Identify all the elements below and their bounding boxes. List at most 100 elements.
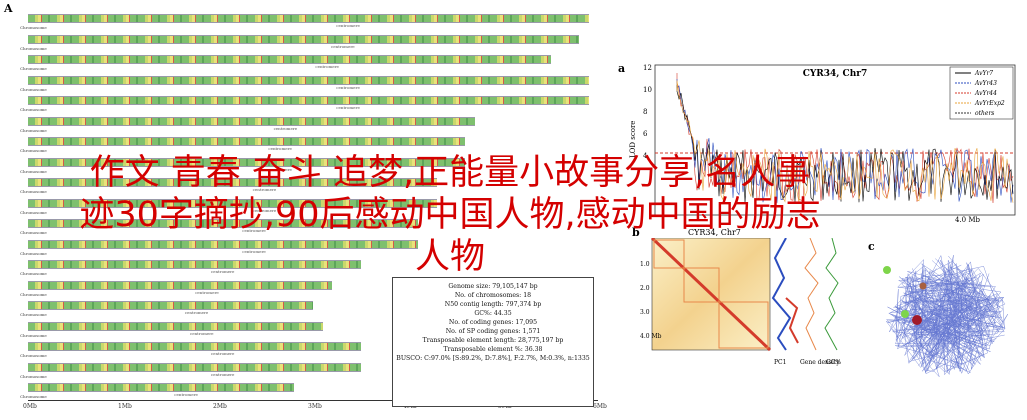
- chromosome-bar: [28, 137, 465, 146]
- marker-green-2: [901, 310, 909, 318]
- stats-row: N50 contig length: 797,374 bp: [444, 301, 542, 308]
- chromosome-label: Chromosome: [20, 394, 47, 399]
- lod-series-line: [676, 85, 1014, 203]
- chromosome-bar: [28, 301, 313, 310]
- chromatin-strand: [889, 270, 987, 360]
- chromosome-label: Chromosome: [20, 250, 47, 256]
- chromosome-bar: [28, 280, 332, 290]
- chromosome-bar: [28, 219, 418, 228]
- marker-green-1: [883, 266, 891, 274]
- centromere-label: centromere: [242, 228, 266, 233]
- legend-label: AvYr44: [974, 90, 997, 97]
- chromosome-label: Chromosome: [20, 332, 47, 338]
- chromosome-bar: [28, 260, 361, 269]
- lod-y-tick: 10: [643, 86, 652, 94]
- chromosome-label: Chromosome: [20, 148, 47, 153]
- chromosome-label: Chromosome: [20, 189, 47, 194]
- chromosome-bar: [28, 34, 579, 44]
- chromosome-bar: [28, 198, 437, 208]
- chromosome-label: Chromosome: [20, 86, 47, 92]
- stats-row: Transposable element length: 28,775,197 …: [422, 337, 564, 344]
- chromatin-strand: [896, 261, 983, 374]
- chromosome-bar: [28, 239, 418, 249]
- legend-label: AvYrExp2: [974, 100, 1005, 107]
- chromosome-bar: [28, 75, 589, 85]
- chromatin-strand: [899, 259, 980, 372]
- centromere-label: centromere: [242, 248, 266, 254]
- centromere-label: centromere: [210, 269, 235, 274]
- centromere-label: centromere: [210, 351, 235, 356]
- chromosome-label: Chromosome: [20, 312, 47, 317]
- chromatin-strand: [887, 268, 976, 365]
- chromosome-label: Chromosome: [20, 373, 47, 379]
- stats-row: No. of chromosomes: 18: [454, 292, 532, 299]
- chromatin-strand: [896, 276, 973, 373]
- hic-y-tick: 3.0: [640, 309, 650, 316]
- centromere-label: centromere: [336, 23, 360, 28]
- chromatin-strand: [895, 267, 974, 373]
- centromere-label: centromere: [273, 125, 298, 131]
- stats-row: No. of coding genes: 17,095: [448, 319, 538, 326]
- centromere-label: centromere: [210, 371, 235, 377]
- chromosome-label: Chromosome: [20, 127, 47, 133]
- chromosome-label: Chromosome: [20, 209, 47, 215]
- hic-y-tick: 1.0: [640, 261, 650, 268]
- stats-row: No. of SP coding genes: 1,571: [445, 328, 541, 335]
- legend-label: AvYr43: [974, 80, 997, 87]
- chromosome-label: Chromosome: [20, 271, 47, 276]
- centromere-label: centromere: [184, 310, 209, 315]
- centromere-label: centromere: [268, 146, 292, 151]
- lod-ylabel: LOD score: [629, 121, 637, 158]
- chromatin-strand: [885, 260, 1004, 368]
- chromosome-bar: [28, 157, 465, 167]
- panel-a-right-label: a: [618, 62, 626, 75]
- lod-y-tick: 8: [643, 108, 647, 116]
- centromere-label: centromere: [195, 289, 219, 295]
- centromere-label: centromere: [336, 84, 360, 90]
- chromosome-label: Chromosome: [20, 291, 47, 297]
- hic-y-tick: 4.0 Mb: [640, 333, 662, 340]
- hic-title: CYR34, Chr7: [688, 228, 741, 237]
- lod-series-line: [676, 80, 1014, 203]
- lod-score-chart: 12 10 8 6 4 LOD score CYR34, Chr7 4.0 Mb AvY…: [629, 64, 1016, 224]
- x-tick-label: 3Mb: [308, 403, 322, 410]
- chromosome-label: Chromosome: [20, 230, 47, 235]
- hic-track-label: Gene density: [800, 359, 840, 366]
- x-tick-label: 0Mb: [23, 403, 37, 410]
- panel-a-label: A: [4, 2, 13, 15]
- chromatin-strand: [894, 293, 1005, 362]
- centromere-label: centromere: [252, 207, 277, 213]
- stats-row: BUSCO: C:97.0% [S:89.2%, D:7.8%], F:2.7%…: [396, 355, 590, 362]
- genome-stats-box: Genome size: 79,105,147 bp No. of chromos…: [392, 277, 594, 407]
- hic-track-label: GC%: [826, 359, 841, 366]
- hic-track-label: PC1: [774, 359, 786, 366]
- chromosome-label: Chromosome: [20, 353, 47, 358]
- centromere-label: centromere: [174, 392, 198, 397]
- chromosome-label: Chromosome: [20, 66, 47, 71]
- overlay-line-2: 迹30字摘抄,90后感动中国人物,感动中国的励志: [79, 195, 821, 235]
- centromere-label: centromere: [189, 330, 214, 336]
- x-tick-label: 6Mb: [593, 403, 607, 410]
- lod-title: CYR34, Chr7: [803, 69, 868, 79]
- marker-brown: [919, 282, 927, 290]
- lod-y-tick: 6: [643, 130, 648, 138]
- stats-row: Transposable element %: 36.38: [443, 346, 543, 353]
- chromosome-label: Chromosome: [20, 25, 47, 30]
- centromere-label: centromere: [268, 166, 292, 172]
- chromosome-label: Chromosome: [20, 107, 47, 112]
- lod-legend: [949, 66, 1014, 120]
- genome-3d-structure: [883, 254, 1008, 377]
- chromatin-strand: [895, 264, 1003, 365]
- chromosome-bar: [28, 96, 589, 105]
- marker-red: [912, 315, 922, 325]
- lod-y-tick: 12: [643, 64, 652, 72]
- centromere-label: centromere: [315, 64, 339, 69]
- chromosome-bar: [28, 342, 361, 351]
- chromosome-bar: [28, 55, 551, 64]
- chromosome-bar: [28, 178, 437, 187]
- overlay-line-1: 作文 青春 奋斗 追梦,正能量小故事分享,名人事: [89, 153, 811, 193]
- centromere-label: centromere: [252, 187, 277, 192]
- overlay-line-3: 人物: [414, 237, 485, 277]
- chromatin-strand: [908, 266, 1006, 360]
